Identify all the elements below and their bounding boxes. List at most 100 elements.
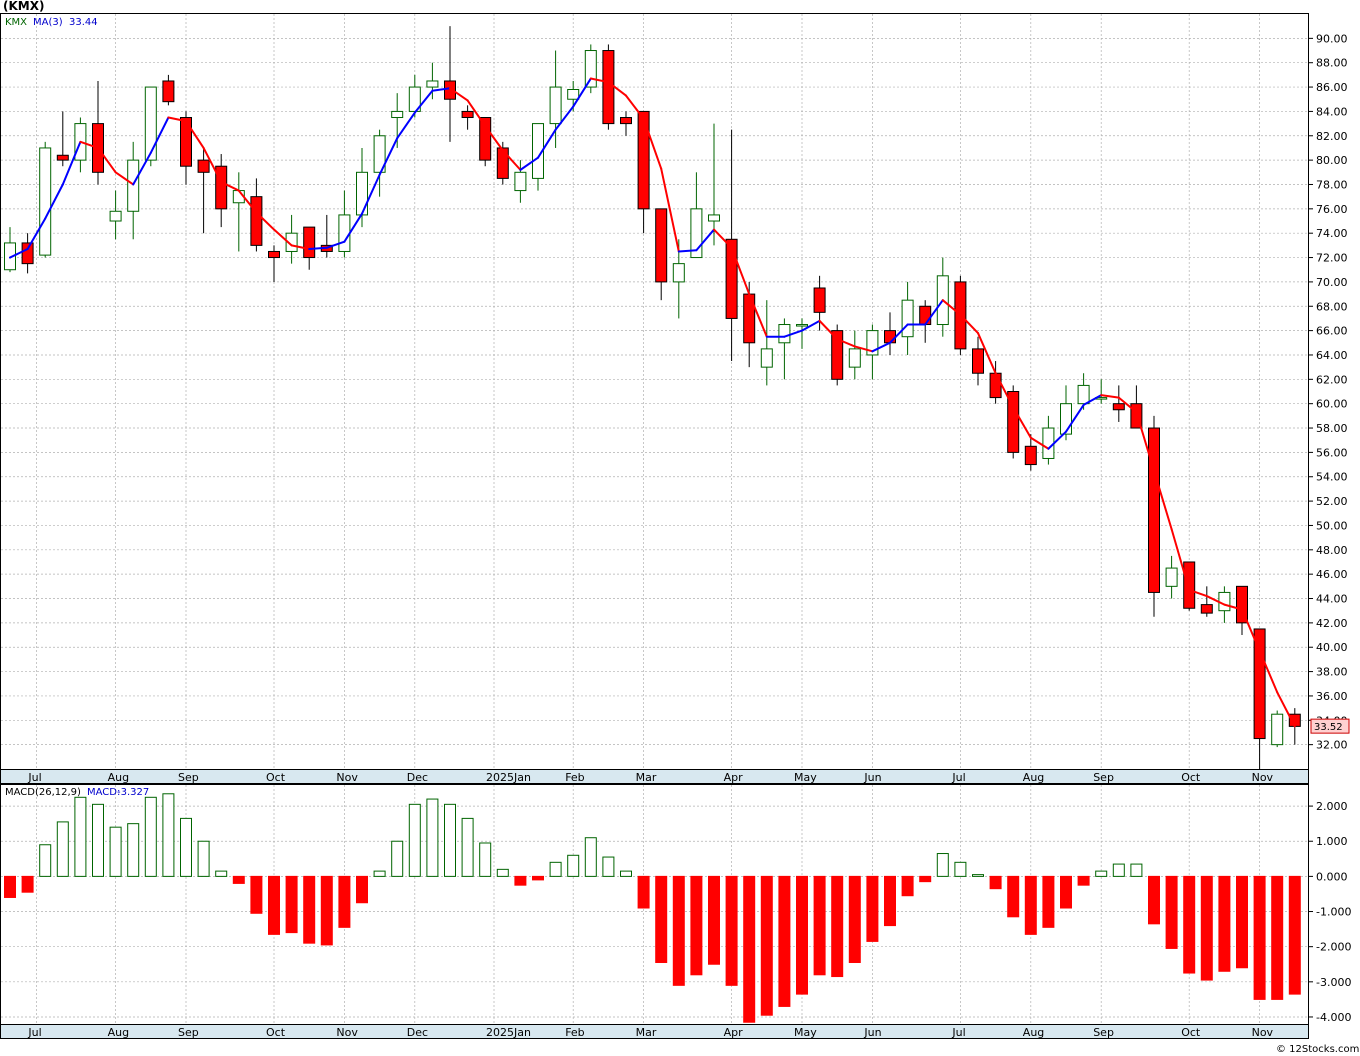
macd-bar-positive [127, 823, 140, 877]
ma-segment [79, 140, 99, 149]
ma-segment [378, 137, 399, 176]
macd-bar-positive [1095, 870, 1108, 877]
macd-bar-negative [1236, 875, 1248, 969]
candle-up [690, 208, 703, 259]
ma-segment [783, 329, 803, 338]
macd-tick-label: 1.000 [1316, 835, 1348, 848]
price-tick-label: 50.00 [1316, 519, 1348, 532]
candle-down [461, 110, 474, 119]
ma-segment [255, 211, 275, 231]
macd-bar-negative [1271, 875, 1284, 1000]
price-tick-label: 56.00 [1316, 446, 1348, 459]
macd-bar-positive [426, 798, 439, 877]
macd-bar-negative [778, 875, 791, 1007]
ma-segment [660, 167, 680, 253]
candle-down [1200, 604, 1213, 614]
macd-bar-positive [444, 803, 456, 877]
ma-segment [537, 128, 557, 159]
ma-segment [132, 151, 152, 186]
ma-segment [114, 171, 135, 186]
macd-bar-positive [620, 870, 632, 877]
ma-segment [396, 111, 416, 140]
candle-up [1165, 567, 1178, 587]
candle-up [901, 299, 914, 338]
price-tick-label: 68.00 [1316, 300, 1348, 313]
candle-up [1271, 713, 1284, 746]
candle-down [972, 348, 984, 374]
ma-segment [325, 240, 346, 249]
candle-up [127, 159, 140, 212]
macd-bar-negative [884, 875, 896, 927]
candle-down [725, 238, 738, 319]
price-tick-label: 90.00 [1316, 32, 1348, 45]
candle-down [919, 305, 932, 326]
macd-bar-positive [602, 856, 615, 877]
price-tick-label: 76.00 [1316, 203, 1348, 216]
ma-segment [167, 116, 187, 123]
date-label-top: Sep [178, 771, 199, 784]
price-tick-label: 46.00 [1316, 568, 1348, 581]
date-label-bottom: Nov [1252, 1026, 1274, 1039]
date-label-bottom: Nov [336, 1026, 358, 1039]
candle-down [268, 250, 280, 259]
macd-bar-positive [549, 861, 562, 877]
candle-up [1077, 384, 1090, 405]
macd-legend-name: MACD(26,12,9) [5, 787, 81, 798]
candle-down [1024, 445, 1037, 466]
date-label-top: Jun [863, 771, 881, 784]
macd-bar-positive [180, 817, 192, 877]
date-label-bottom: Oct [1181, 1026, 1201, 1039]
macd-bar-positive [92, 803, 104, 877]
macd-tick-label: 0.000 [1316, 870, 1348, 883]
candle-down [884, 330, 896, 344]
legend-symbol: KMX [5, 17, 27, 28]
macd-bar-negative [338, 875, 351, 928]
date-label-bottom: Jul [951, 1026, 965, 1039]
ma-segment [801, 319, 821, 332]
macd-bar-positive [56, 821, 69, 877]
ma-segment [572, 77, 592, 108]
candle-up [514, 171, 527, 192]
macd-bar-negative [760, 875, 773, 1016]
price-tick-label: 32.00 [1316, 739, 1348, 752]
ma-segment [290, 244, 311, 251]
ma-segment [1276, 691, 1296, 728]
ma-segment [519, 156, 539, 171]
price-tick-label: 58.00 [1316, 422, 1348, 435]
date-label-top: Dec [407, 771, 428, 784]
macd-bar-negative [285, 875, 298, 934]
candle-down [989, 372, 1002, 399]
candle-up [391, 110, 404, 119]
candle-down [1236, 585, 1248, 624]
ma-segment [61, 140, 82, 186]
legend-ma-value: 33.44 [69, 17, 98, 28]
ma-segment [695, 228, 715, 252]
date-label-bottom: Jun [863, 1026, 881, 1039]
ma-segment [1135, 411, 1155, 472]
date-label-top: Nov [336, 771, 358, 784]
ma-segment [1065, 403, 1085, 433]
candle-up [144, 86, 157, 161]
macd-tick-label: -4.000 [1316, 1011, 1351, 1024]
ma-segment [449, 87, 469, 102]
chart-title: (KMX) [3, 0, 44, 13]
candle-down [1112, 403, 1125, 411]
ma-segment [149, 116, 170, 154]
candle-down [1148, 427, 1160, 593]
date-label-bottom: Dec [407, 1026, 428, 1039]
ma-segment [871, 341, 891, 353]
macd-histogram [4, 793, 1301, 1023]
macd-bar-negative [1165, 875, 1178, 949]
macd-bar-negative [320, 875, 333, 946]
price-tick-label: 38.00 [1316, 666, 1348, 679]
candle-up [1060, 403, 1072, 435]
macd-bar-negative [303, 875, 316, 944]
macd-bar-positive [479, 842, 492, 877]
date-label-bottom: Aug [108, 1026, 129, 1039]
date-label-bottom: Jul [27, 1026, 41, 1039]
price-tick-label: 80.00 [1316, 154, 1348, 167]
macd-bar-negative [901, 875, 914, 897]
last-price-badge [1310, 718, 1350, 734]
price-tick-label: 72.00 [1316, 252, 1348, 265]
last-price-value: 33.52 [1314, 722, 1343, 733]
